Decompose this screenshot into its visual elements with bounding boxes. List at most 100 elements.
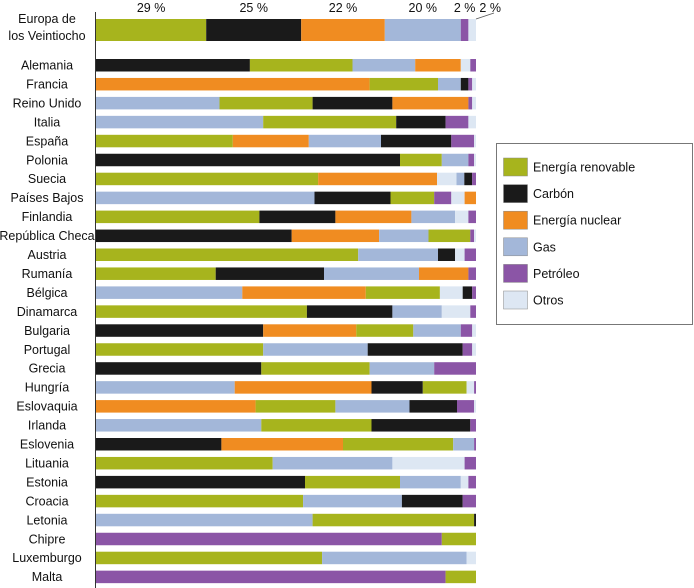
bar-suecia-energia-renovable [96, 172, 319, 186]
bar-chipre-energia-renovable [441, 532, 476, 546]
bar-dinamarca-petroleo [470, 305, 476, 318]
country-label-reino-unido: Reino Unido [13, 96, 82, 110]
bar-luxemburgo-energia-renovable [96, 551, 323, 565]
bar-hungria-carbon [371, 381, 423, 394]
bar-portugal-energia-renovable [96, 343, 264, 356]
bar-rumania-gas [324, 267, 419, 280]
bar-italia-carbon [396, 115, 446, 129]
country-label-dinamarca: Dinamarca [17, 305, 77, 319]
bar-irlanda-gas [96, 419, 262, 432]
bar-polonia-petroleo [468, 153, 475, 167]
country-label-rumania: Rumanía [22, 267, 73, 281]
bar-reino-unido-gas [96, 96, 220, 110]
bar-reino-unido-otros [472, 96, 476, 110]
bar-eslovaquia-otros [474, 400, 476, 413]
legend: Energía renovable Carbón Energía nuclear Ga… [496, 143, 693, 325]
bar-portugal-otros [472, 343, 476, 356]
country-label-letonia: Letonia [26, 513, 67, 527]
bar-alemania-gas [352, 59, 416, 72]
bar-croacia-petroleo [462, 494, 476, 508]
bar-eslovenia-energia-nuclear [221, 438, 343, 451]
country-label-eslovenia: Eslovenia [20, 438, 74, 452]
country-label-hungria: Hungría [25, 381, 70, 395]
bar-estonia-otros [460, 475, 469, 489]
bar-suecia-otros [437, 172, 457, 186]
bar-croacia-energia-renovable [96, 494, 304, 508]
bar-espana-petroleo [451, 134, 475, 148]
bar-eslovaquia-gas [335, 400, 410, 413]
legend-swatch-gas [503, 237, 528, 257]
bar-paises-bajos-energia-nuclear [464, 191, 476, 205]
bar-belgica-otros [439, 286, 463, 299]
bar-hungria-otros [466, 381, 475, 394]
eu-percent-label: 2 % [454, 1, 476, 15]
bar-letonia-energia-renovable [312, 513, 475, 527]
bar-austria-energia-renovable [96, 248, 359, 261]
bar-polonia-energia-renovable [400, 153, 442, 167]
legend-swatch-otros [503, 290, 528, 310]
bar-finlandia-carbon [259, 210, 336, 224]
bar-finlandia-energia-nuclear [335, 210, 412, 224]
bar-republica-checa-energia-renovable [428, 229, 471, 243]
bar-paises-bajos-carbon [314, 191, 391, 205]
bar-estonia-gas [400, 475, 461, 489]
bar-irlanda-energia-renovable [261, 419, 372, 432]
bar-lituania-otros [392, 456, 465, 470]
eu-bar-gas [384, 19, 461, 41]
bar-letonia-carbon [474, 513, 476, 527]
bar-paises-bajos-otros [451, 191, 465, 205]
bar-eslovaquia-energia-renovable [255, 400, 336, 413]
bar-reino-unido-energia-nuclear [392, 96, 469, 110]
bar-francia-petroleo [468, 77, 473, 91]
legend-swatch-carbon [503, 184, 528, 203]
bar-italia-energia-renovable [263, 115, 397, 129]
bar-belgica-energia-nuclear [242, 286, 366, 299]
eu-percent-label: 20 % [409, 1, 438, 15]
bar-rumania-energia-nuclear [419, 267, 469, 280]
bar-francia-carbon [460, 77, 469, 91]
bar-espana-otros [474, 134, 476, 148]
country-label-bulgaria: Bulgaria [24, 324, 70, 338]
bar-austria-carbon [438, 248, 456, 261]
legend-label-energia-nuclear: Energía nuclear [533, 214, 621, 228]
legend-label-carbon: Carbón [533, 187, 574, 201]
bar-espana-carbon [381, 134, 452, 148]
country-label-austria: Austria [28, 248, 67, 262]
country-bars [96, 59, 476, 584]
bar-hungria-gas [96, 381, 235, 394]
bar-reino-unido-energia-renovable [219, 96, 313, 110]
bar-estonia-petroleo [468, 475, 476, 489]
country-label-portugal: Portugal [24, 343, 71, 357]
eu-percent-label: 25 % [239, 1, 268, 15]
bar-republica-checa-otros [474, 229, 476, 243]
bar-belgica-petroleo [472, 286, 476, 299]
bar-francia-otros [472, 77, 476, 91]
bar-irlanda-carbon [371, 419, 471, 432]
bar-polonia-carbon [96, 153, 400, 167]
bar-luxemburgo-gas [322, 551, 467, 565]
bar-hungria-energia-nuclear [234, 381, 372, 394]
legend-swatch-petroleo [503, 264, 528, 283]
bar-eslovenia-carbon [96, 438, 222, 451]
bar-dinamarca-energia-renovable [96, 305, 307, 318]
bar-lituania-energia-renovable [96, 456, 273, 470]
country-label-suecia: Suecia [28, 172, 66, 186]
country-label-espana: España [26, 134, 68, 148]
legend-swatch-energia-nuclear [503, 210, 528, 230]
bar-eslovaquia-carbon [409, 400, 457, 413]
bar-bulgaria-energia-renovable [356, 324, 414, 337]
bar-suecia-energia-nuclear [318, 172, 438, 186]
bar-lituania-gas [272, 456, 393, 470]
country-label-chipre: Chipre [29, 532, 66, 546]
country-label-belgica: Bélgica [27, 286, 68, 300]
country-label-italia: Italia [34, 115, 60, 129]
bar-belgica-energia-renovable [365, 286, 440, 299]
legend-label-otros: Otros [533, 294, 564, 308]
eu-percent-label: 2 % [479, 1, 501, 15]
bar-finlandia-energia-renovable [96, 210, 260, 224]
bar-portugal-gas [263, 343, 368, 356]
bar-rumania-petroleo [468, 267, 476, 280]
bar-croacia-gas [303, 494, 402, 508]
legend-label-energia-renovable: Energía renovable [533, 161, 635, 175]
bar-alemania-carbon [96, 59, 250, 72]
